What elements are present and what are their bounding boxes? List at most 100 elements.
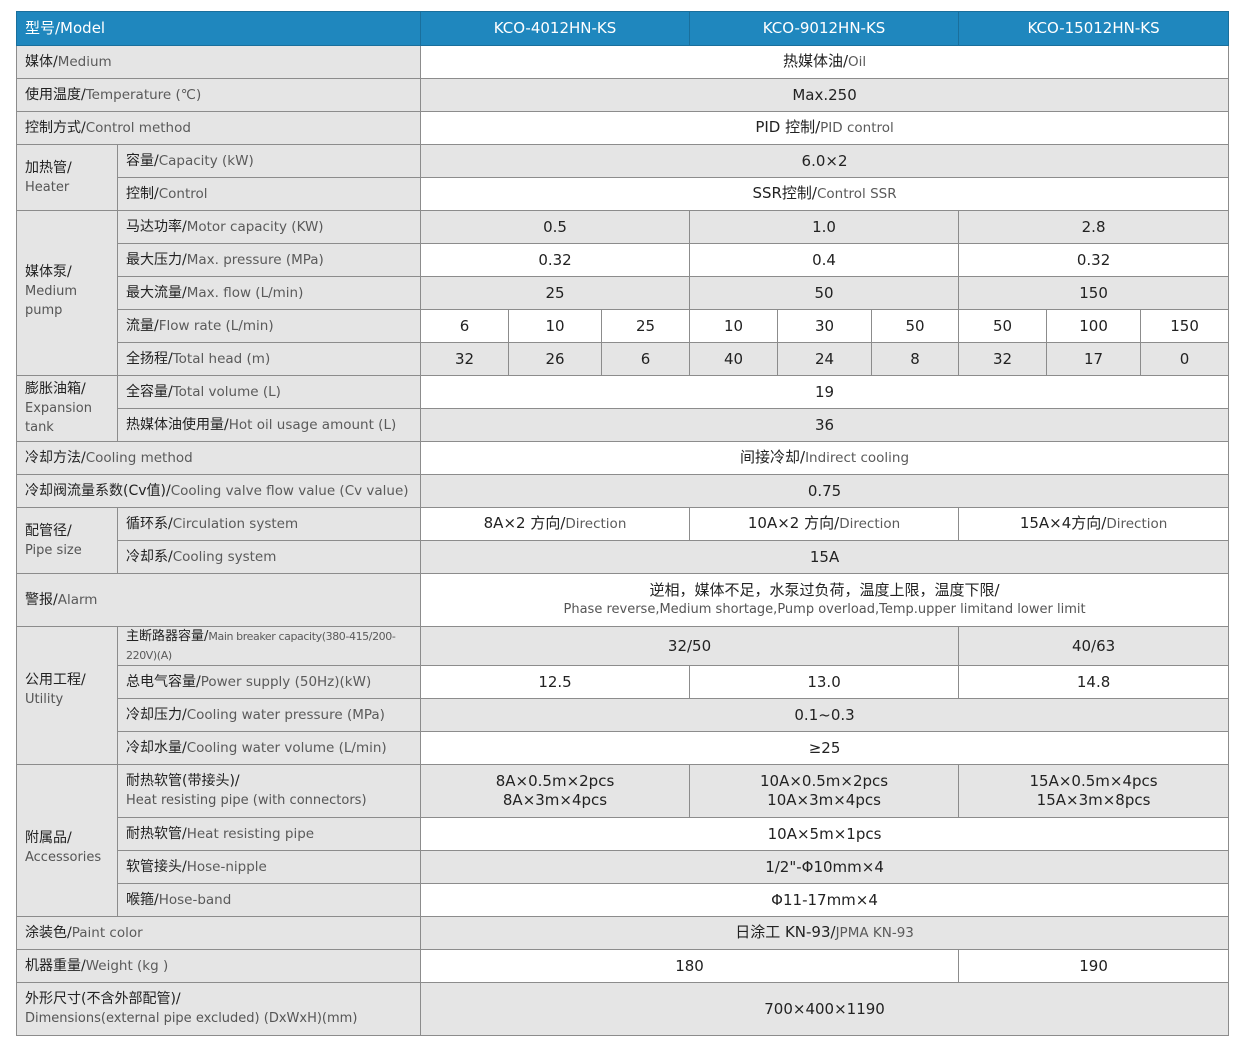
- row-label: 冷却方法/Cooling method: [16, 441, 421, 475]
- label-en: Max. pressure (MPa): [186, 251, 324, 268]
- value: 0.5: [419, 210, 691, 244]
- label-en: Accessories: [25, 850, 102, 865]
- value: 150: [958, 276, 1230, 310]
- row-label: 主断路器容量/Main breaker capacity(380-415/200…: [117, 626, 421, 666]
- row-paint: 涂装色/Paint color 日涂工 KN-93/JPMA KN-93: [16, 916, 1230, 950]
- label-zh: 冷却阀流量系数(Cv值)/: [25, 482, 171, 499]
- value-zh: 10A×2 方向/: [747, 514, 840, 532]
- row-label: 总电气容量/Power supply (50Hz)(kW): [117, 665, 421, 699]
- label-en: Total volume (L): [172, 383, 281, 400]
- value: 32: [958, 342, 1048, 376]
- value: 15A×0.5m×4pcs 15A×3m×8pcs: [958, 764, 1230, 818]
- row-label: 警报/Alarm: [16, 573, 421, 627]
- value: 180: [419, 949, 960, 983]
- label-en: Cooling water volume (L/min): [186, 739, 387, 756]
- label-zh: 警报/: [25, 591, 58, 608]
- group-tank: 膨胀油箱/Expansion tank: [16, 375, 118, 442]
- row-heat-pipe: 耐热软管/Heat resisting pipe 10A×5m×1pcs: [17, 817, 1230, 851]
- value: 0: [1140, 342, 1230, 376]
- value-zh: 间接冷却/: [740, 448, 806, 466]
- label-zh: 耐热软管(带接头)/: [126, 773, 240, 789]
- row-label: 最大流量/Max. flow (L/min): [117, 276, 421, 310]
- row-label: 软管接头/Hose-nipple: [117, 850, 421, 884]
- value-en: Direction: [1106, 516, 1168, 532]
- label-zh: 涂装色/: [25, 924, 72, 941]
- value: 10: [508, 309, 602, 343]
- value: Max.250: [419, 78, 1230, 112]
- value-zh: PID 控制/: [755, 118, 821, 136]
- label-zh: 全扬程/: [126, 350, 173, 367]
- value-zh: SSR控制/: [752, 184, 817, 202]
- label-zh: 使用温度/: [25, 86, 86, 103]
- value-zh: 8A×2 方向/: [483, 514, 566, 532]
- row-pressure: 最大压力/Max. pressure (MPa) 0.32 0.4 0.32: [17, 243, 1230, 277]
- value: 6.0×2: [419, 144, 1230, 178]
- value: 热媒体油/Oil: [419, 45, 1230, 79]
- row-water-pressure: 冷却压力/Cooling water pressure (MPa) 0.1~0.…: [17, 698, 1230, 732]
- value: 700×400×1190: [419, 982, 1230, 1036]
- row-label: 外形尺寸(不含外部配管)/ Dimensions(external pipe ex…: [16, 982, 421, 1036]
- label-zh: 媒体/: [25, 53, 58, 70]
- row-label: 耐热软管(带接头)/ Heat resisting pipe (with conn…: [117, 764, 421, 818]
- label-zh: 控制/: [126, 185, 159, 202]
- row-label: 喉箍/Hose-band: [117, 883, 421, 917]
- label-zh: 媒体泵/: [25, 264, 72, 280]
- value-line: 15A×0.5m×4pcs: [1029, 772, 1158, 790]
- value: 32: [420, 342, 509, 376]
- row-water-volume: 冷却水量/Cooling water volume (L/min) ≥25: [17, 731, 1230, 765]
- value: PID 控制/PID control: [419, 111, 1230, 145]
- label-zh: 喉箍/: [126, 891, 159, 908]
- label-zh: 膨胀油箱/: [25, 381, 86, 397]
- model-3: KCO-15012HN-KS: [958, 11, 1230, 46]
- value: 0.32: [419, 243, 691, 277]
- value: 8A×2 方向/Direction: [419, 507, 691, 541]
- value: 0.75: [419, 474, 1230, 508]
- value: 26: [508, 342, 602, 376]
- label-zh: 控制方式/: [25, 119, 86, 136]
- row-pipe-connectors: 附属品/Accessories 耐热软管(带接头)/ Heat resisting…: [16, 764, 1230, 917]
- label-en: Hose-nipple: [186, 858, 267, 875]
- value: 40: [689, 342, 779, 376]
- label-zh: 配管径/: [25, 523, 72, 539]
- label-en: Flow rate (L/min): [158, 317, 274, 334]
- value: 24: [777, 342, 873, 376]
- value-line: 15A×3m×8pcs: [1036, 791, 1151, 809]
- value: 10A×2 方向/Direction: [689, 507, 960, 541]
- value: 1.0: [689, 210, 960, 244]
- label-zh: 冷却方法/: [25, 449, 86, 466]
- value: 32/50: [419, 626, 960, 666]
- row-medium: 媒体/Medium 热媒体油/Oil: [16, 45, 1230, 79]
- row-label: 容量/Capacity (kW): [117, 144, 421, 178]
- label-zh: 最大流量/: [126, 284, 187, 301]
- value: 19: [419, 375, 1230, 409]
- label-en: Dimensions(external pipe excluded) (DxWx…: [25, 1011, 358, 1026]
- value: SSR控制/Control SSR: [419, 177, 1230, 211]
- value: 0.32: [958, 243, 1230, 277]
- label-en: Total head (m): [172, 350, 271, 367]
- label-en: Paint color: [71, 924, 143, 941]
- label-en: Circulation system: [172, 515, 299, 532]
- row-label: 使用温度/Temperature (℃): [16, 78, 421, 112]
- row-flow-rate: 流量/Flow rate (L/min) 6 10 25 10 30 50 50…: [17, 309, 1230, 343]
- label-en: Cooling system: [172, 548, 277, 565]
- label-en: Pipe size: [25, 543, 82, 558]
- value-en: Indirect cooling: [805, 450, 910, 466]
- label-en: Utility: [25, 692, 64, 707]
- label-en: Medium: [57, 53, 112, 70]
- label-zh: 冷却压力/: [126, 706, 187, 723]
- row-circulation: 配管径/Pipe size 循环系/Circulation system 8A×…: [16, 507, 1230, 574]
- row-label: 马达功率/Motor capacity (KW): [117, 210, 421, 244]
- label-zh: 最大压力/: [126, 251, 187, 268]
- row-label: 控制/Control: [117, 177, 421, 211]
- row-label: 媒体/Medium: [16, 45, 421, 79]
- value: 10: [689, 309, 779, 343]
- value-line: 10A×0.5m×2pcs: [760, 772, 889, 790]
- label-en: Heat resisting pipe: [186, 825, 315, 842]
- row-label: 耐热软管/Heat resisting pipe: [117, 817, 421, 851]
- value: 1/2"-Φ10mm×4: [419, 850, 1230, 884]
- label-zh: 外形尺寸(不含外部配管)/: [25, 991, 181, 1007]
- value-en: Oil: [848, 54, 867, 70]
- label-en: Cooling method: [85, 449, 193, 466]
- label-en: Main breaker capacity(380-415/200-220V)(…: [126, 630, 396, 662]
- row-weight: 机器重量/Weight (kg ) 180 190: [16, 949, 1230, 983]
